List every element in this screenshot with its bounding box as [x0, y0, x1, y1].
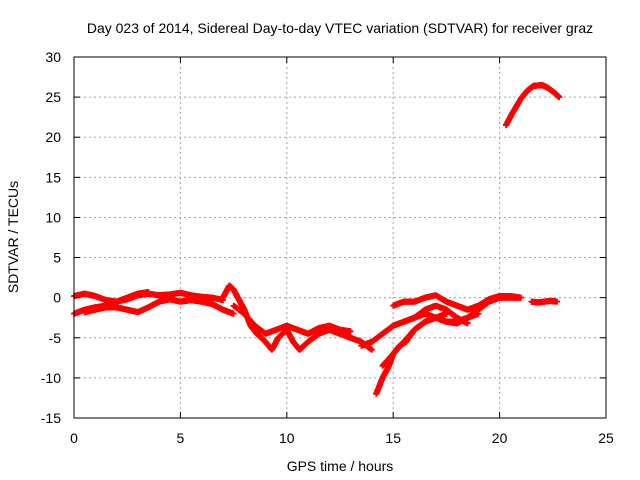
y-axis-label: SDTVAR / TECUs: [5, 181, 21, 293]
series-sat-i: [390, 292, 524, 313]
data-point: [230, 310, 237, 317]
series-sat-e: [230, 302, 354, 337]
series-sat-j: [400, 302, 471, 327]
chart-title: Day 023 of 2014, Sidereal Day-to-day VTE…: [87, 20, 593, 36]
x-tick-label: 25: [598, 430, 614, 446]
data-point: [464, 320, 471, 327]
x-tick-label: 0: [70, 430, 78, 446]
x-tick-label: 15: [385, 430, 401, 446]
y-tick-label: 25: [45, 89, 61, 105]
x-tick-label: 10: [279, 430, 295, 446]
data-point: [556, 94, 563, 101]
y-tick-label: 10: [45, 209, 61, 225]
y-axis-ticks: -15 -10 -5 0 5 10 15 20 25 30: [41, 49, 606, 426]
data-point: [368, 346, 375, 353]
y-tick-label: 0: [53, 290, 61, 306]
data-point: [145, 289, 152, 296]
y-tick-label: -5: [49, 330, 62, 346]
series-sat-l: [528, 297, 561, 306]
grid: [74, 57, 606, 418]
x-axis-label: GPS time / hours: [287, 458, 394, 474]
plot-frame: [73, 56, 607, 419]
series-sat-k: [502, 82, 563, 129]
series-sat-c: [81, 296, 237, 317]
y-tick-label: 15: [45, 169, 61, 185]
y-tick-label: 20: [45, 129, 61, 145]
data-series: [71, 82, 563, 397]
y-tick-label: -15: [41, 410, 61, 426]
y-tick-label: 30: [45, 49, 61, 65]
x-axis-ticks: 0 5 10 15 20 25: [70, 57, 614, 446]
data-point: [517, 294, 524, 301]
x-tick-label: 20: [492, 430, 508, 446]
x-tick-label: 5: [177, 430, 185, 446]
y-tick-label: 5: [53, 250, 61, 266]
y-tick-label: -10: [41, 370, 61, 386]
data-point: [554, 298, 561, 305]
data-point: [347, 328, 354, 335]
